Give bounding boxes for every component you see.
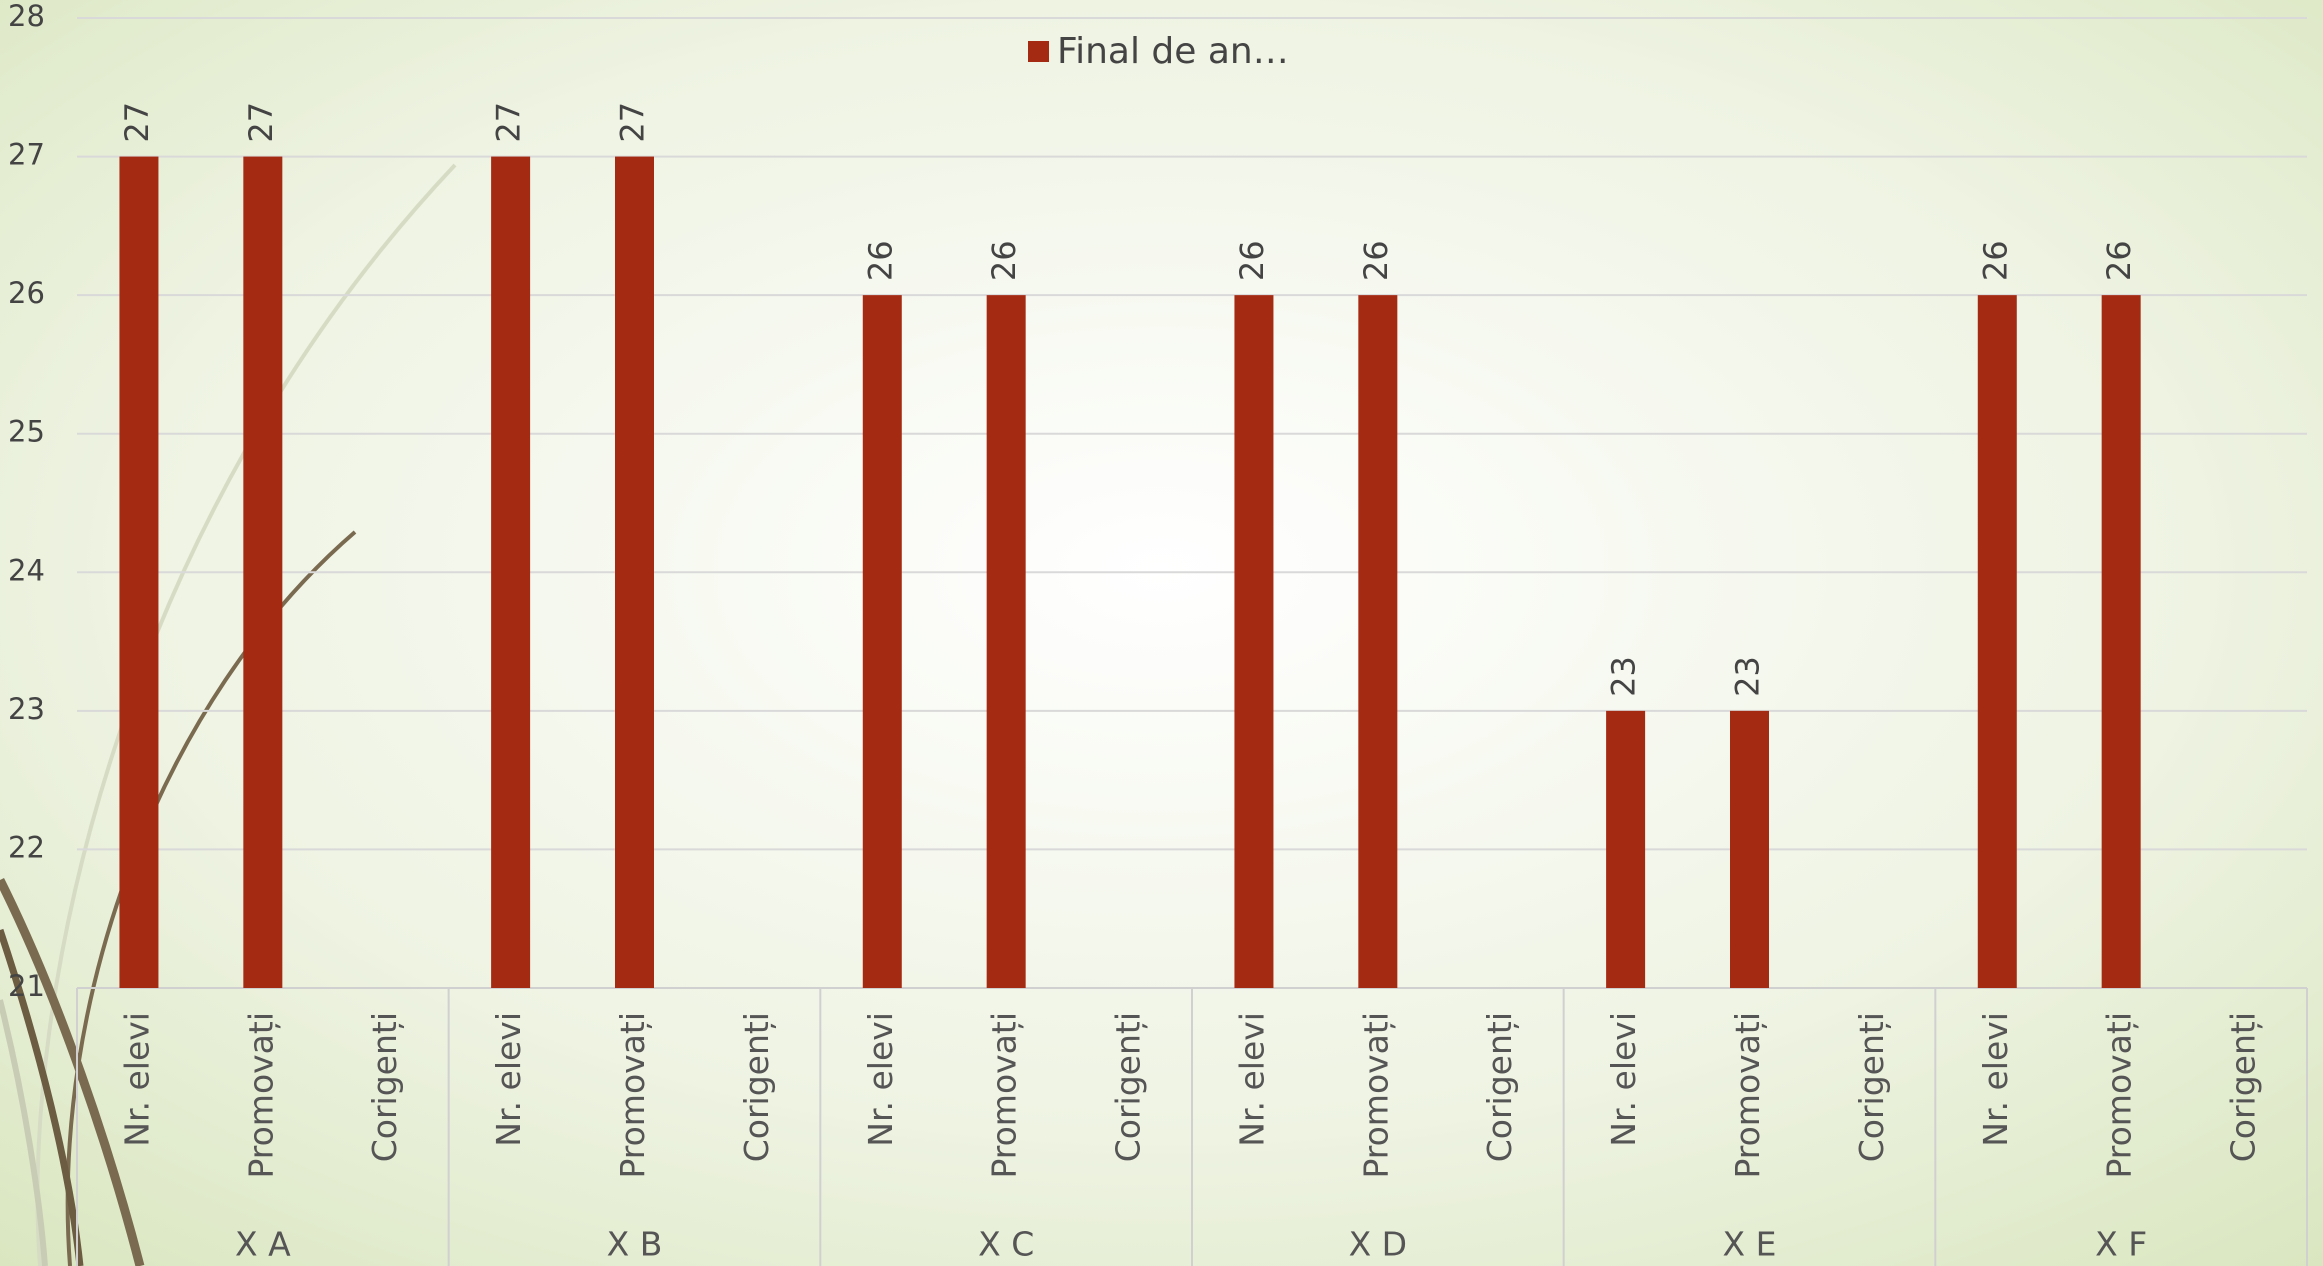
x-tick-label: Nr. elevi	[117, 1012, 156, 1147]
data-label: 23	[1605, 656, 1643, 697]
y-tick-label: 27	[8, 138, 45, 172]
x-tick-label: Corigenți	[2224, 1012, 2264, 1162]
data-label: 27	[118, 102, 156, 143]
x-tick-label: Promovați	[2100, 1012, 2140, 1179]
data-label: 26	[1357, 240, 1395, 281]
group-label: X C	[978, 1225, 1034, 1264]
group-label: X F	[2095, 1225, 2147, 1264]
bar	[491, 156, 531, 989]
x-tick-label: Nr. elevi	[1604, 1012, 1643, 1147]
x-tick-label: Corigenți	[1480, 1012, 1520, 1162]
data-label: 27	[242, 102, 280, 143]
group-label: X E	[1723, 1225, 1777, 1264]
x-tick-label: Corigenți	[737, 1012, 777, 1162]
data-label: 26	[985, 240, 1023, 281]
bar	[1606, 710, 1646, 988]
plot: 21 22 23 24 25 26 27 28 X A X B X C X D X E X F Nr. el…	[8, 0, 2308, 1266]
bar	[615, 156, 654, 989]
bar	[862, 295, 902, 989]
x-tick-label: Nr. elevi	[489, 1012, 528, 1147]
x-tick-label: Nr. elevi	[861, 1012, 900, 1147]
legend-label: Final de an…	[1057, 31, 1289, 72]
bar	[1358, 295, 1398, 989]
x-tick-label: Nr. elevi	[1232, 1012, 1271, 1147]
y-tick-label: 21	[8, 969, 45, 1003]
data-label: 27	[614, 102, 652, 143]
bar	[1977, 295, 2017, 989]
data-label: 26	[1233, 240, 1271, 281]
x-tick-label: Promovați	[1728, 1012, 1768, 1179]
x-tick-label: Corigenți	[365, 1012, 405, 1162]
data-label: 26	[2100, 240, 2138, 281]
bar	[119, 156, 159, 989]
group-label: X A	[235, 1225, 291, 1264]
y-tick-label: 24	[8, 553, 45, 587]
data-label: 23	[1729, 656, 1767, 697]
group-label: X B	[607, 1225, 663, 1264]
y-tick-label: 26	[8, 276, 45, 310]
bar	[1234, 295, 1274, 989]
x-tick-label: Promovați	[613, 1012, 653, 1179]
bar	[243, 156, 283, 989]
x-tick-label: Promovați	[241, 1012, 281, 1179]
bar	[2101, 295, 2141, 989]
x-tick-label: Nr. elevi	[1976, 1012, 2015, 1147]
data-label: 27	[490, 102, 528, 143]
legend-swatch	[1028, 41, 1049, 62]
bar	[986, 295, 1026, 989]
x-tick-label: Corigenți	[1109, 1012, 1149, 1162]
y-tick-label: 28	[8, 0, 45, 33]
data-label: 26	[1976, 240, 2014, 281]
y-tick-label: 25	[8, 415, 45, 449]
bar	[1730, 710, 1769, 988]
group-label: X D	[1349, 1225, 1408, 1264]
x-tick-label: Promovați	[1356, 1012, 1396, 1179]
data-label: 26	[861, 240, 899, 281]
y-tick-label: 22	[8, 830, 45, 864]
x-tick-label: Corigenți	[1852, 1012, 1892, 1162]
y-tick-label: 23	[8, 692, 45, 726]
x-tick-label: Promovați	[985, 1012, 1025, 1179]
